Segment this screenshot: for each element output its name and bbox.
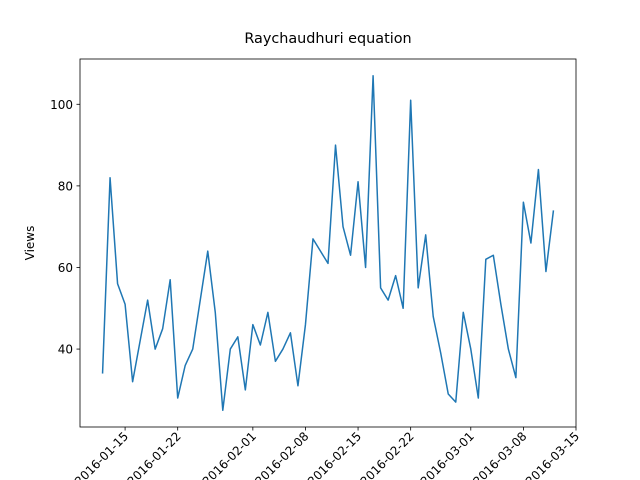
data-line [101, 74, 555, 412]
axes-frame [79, 58, 577, 428]
y-tick-label: 40 [58, 343, 73, 357]
y-tick-label: 80 [58, 179, 73, 193]
y-tick-label: 60 [58, 261, 73, 275]
y-axis-label: Views [23, 226, 37, 261]
y-tick-label: 100 [50, 98, 73, 112]
chart-title: Raychaudhuri equation [244, 31, 411, 47]
